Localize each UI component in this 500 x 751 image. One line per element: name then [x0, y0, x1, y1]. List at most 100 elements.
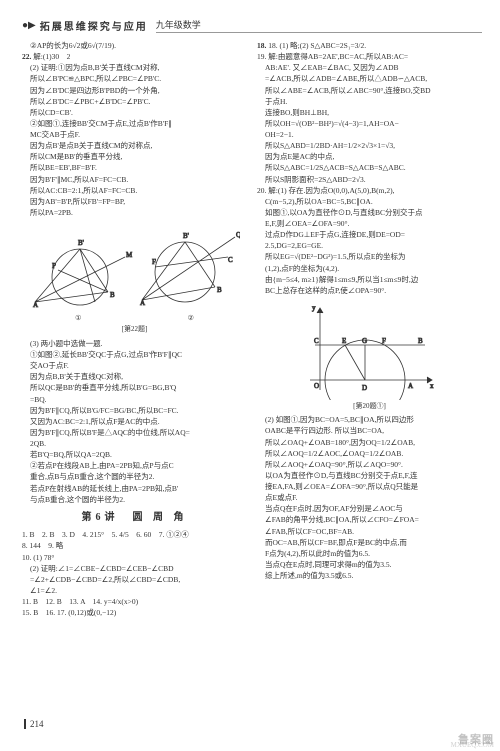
text-line: OABC是平行四边形. 所以当BC=OA, [257, 426, 482, 436]
text-line: 所以OH=√(OB²−BH²)=√(4−3)=1,AH=OA− [257, 119, 482, 129]
text-line: (2) 如图①,因为BC=OA=5,BC∥OA,所以四边形 [257, 415, 482, 425]
text-line: 因为点B'是点B关于直线CM的对称点, [22, 141, 247, 151]
svg-text:A: A [408, 382, 413, 390]
text-line: 所以S△ABC=1/2S△ACB=S△ACB=S△ABC. [257, 163, 482, 173]
svg-text:O: O [314, 382, 319, 390]
text-line: OH=2−1. [257, 130, 482, 140]
svg-text:G: G [362, 337, 367, 345]
answer-text: 解:(1)30 2 [33, 52, 70, 61]
svg-text:y: y [312, 304, 316, 312]
text-line: 于点H. [257, 97, 482, 107]
diagram-caption: [第22题] [22, 325, 247, 334]
text-line: 如图①,以OA为直径作⊙D,与直线BC分别交于点 [257, 208, 482, 218]
text-line: 与点B重合,这个圆的半径为2. [22, 495, 247, 505]
diagram-label-1: ① [75, 314, 81, 323]
text-line: 所以S△ABD=1/2BD·AH=1/2×2√3×1=√3, [257, 141, 482, 151]
text-line: 所以CD=CB'. [22, 108, 247, 118]
right-column: 18. 18. (1) 略;(2) S△ABC=2S₁=3/2. 19. 解:由… [257, 41, 482, 619]
svg-text:B': B' [183, 232, 189, 240]
left-column: ②AP的长为6√2或6√(7/19). 22. 解:(1)30 2 (2) 证明… [22, 41, 247, 619]
svg-text:F: F [152, 258, 156, 266]
svg-text:C: C [314, 337, 319, 345]
page-number: 214 [24, 719, 44, 729]
text-line: 所以∠ABE=∠ACB,所以∠ABC=90°,连接BO,交BD [257, 86, 482, 96]
svg-text:E: E [342, 337, 346, 345]
text-line: 而OC=AB,所以CF=BF,即点F是BC的中点,而 [257, 538, 482, 548]
text-line: =∠ACB,所以∠ADB=∠ABE,所以△ADB∽△ACB, [257, 74, 482, 84]
text-line: BC上总存在这样的点P,使∠OPA=90°. [257, 286, 482, 296]
text-line: ∠1=∠2. [22, 586, 247, 596]
header-subtitle: 九年级数学 [156, 18, 482, 33]
text-line: 因为AB'=B'P,所以FB'=FP=BP, [22, 197, 247, 207]
text-line: 19. 解:由题意得AB=2AE',BC=AC,所以AB:AC= [257, 52, 482, 62]
header-bullet: ●▶ [22, 20, 36, 31]
text-line: 综上所述,m的值为3.5或6.5. [257, 571, 482, 581]
svg-text:B: B [418, 337, 423, 345]
text-line: 当点Q在E点时,同理可求得m的值为3.5. [257, 560, 482, 570]
svg-text:A: A [33, 301, 38, 309]
svg-text:B': B' [78, 239, 84, 247]
text-line: (2) 证明:①因为点B,B'关于直线CM对称, [22, 63, 247, 73]
text-line: C(m−5,2),所以OA=BC=5,BC∥OA. [257, 197, 482, 207]
text-line: 因为∠B'DC是四边形B'PBD的一个外角, [22, 86, 247, 96]
diagram-label-2: ② [188, 314, 194, 323]
svg-text:F: F [382, 337, 386, 345]
text-line: 若点P在射线AB的延长线上,由PA=2PB知,点B' [22, 484, 247, 494]
page-header: ●▶ 拓展思维探究与应用 九年级数学 [22, 18, 482, 33]
text-line: 所以∠B'PC≌△BPC,所以∠PBC=∠PB'C. [22, 74, 247, 84]
text-line: ②AP的长为6√2或6√(7/19). [22, 41, 247, 51]
svg-text:Q: Q [236, 231, 240, 239]
text-line: 因为B'F'∥MC,所以AF=FC=CB. [22, 175, 247, 185]
text-line: 因为点B,B'关于直线QC对称, [22, 372, 247, 382]
text-line: 重合,点B与点B重合,这个圆的半径为2. [22, 472, 247, 482]
answer-row: 8. 144 9. 略 [22, 541, 247, 551]
text-line: 18. 18. (1) 略;(2) S△ABC=2S₁=3/2. [257, 41, 482, 51]
answer-text: 18. (1) 略;(2) S△ABC=2S₁=3/2. [268, 41, 366, 50]
q-num: 18. [257, 41, 266, 50]
text-line: ∠FAB的角平分线,BC∥OA,所以∠CFO=∠FOA= [257, 515, 482, 525]
text-line: 22. 解:(1)30 2 [22, 52, 247, 62]
answer-row: 10. (1) 78° [22, 553, 247, 563]
diagram-q22: A B' M B P A Q B B' C F [22, 222, 247, 335]
text-line: ②如图①,连接BB'交CM于点E,过点B'作B'F∥ [22, 119, 247, 129]
diagram-q20: y x O C E G F B D A [第20题①] [257, 300, 482, 411]
header-title: 拓展思维探究与应用 [40, 18, 148, 33]
text-line: (3) 两小题中选做一题. [22, 339, 247, 349]
text-line: 所以S阴影面积=2S△ABD=2√3. [257, 175, 482, 185]
text-line: F点为(4,2),所以此时m的值为6.5. [257, 549, 482, 559]
text-line: 连接BO,则BH⊥BH, [257, 108, 482, 118]
text-line: 点E或点F. [257, 493, 482, 503]
svg-text:B: B [110, 291, 115, 299]
svg-text:D: D [362, 384, 367, 392]
text-line: 因为B'F∥CQ,所以B'F是△AQC的中位线,所以AQ= [22, 428, 247, 438]
diagram-caption: [第20题①] [257, 402, 482, 411]
text-line: 所以EG=√(DE²−DG²)=1.5,所以点E的坐标为 [257, 252, 482, 262]
text-line: ①如图②,延长BB'交QC于点G,过点B'作B'F∥QC [22, 350, 247, 360]
text-line: 所以AC:CB=2:1,所以AF=FC=CB. [22, 186, 247, 196]
answer-row: 11. B 12. B 13. A 14. y=4/x(x>0) [22, 597, 247, 607]
svg-text:M: M [126, 251, 133, 259]
text-line: 过点D作DG⊥EF于点G,连接DE,则DE=OD= [257, 230, 482, 240]
section-title: 第6讲 圆 周 角 [22, 511, 247, 525]
text-line: 2QB. [22, 439, 247, 449]
text-line: 所以QC是BB'的垂直平分线,所以B'G=BG,B'Q [22, 383, 247, 393]
text-line: 20. 解:(1) 存在.因为点O(0,0),A(5,0),B(m,2), [257, 186, 482, 196]
text-line: (2) 证明:∠1=∠CBE−∠CBD=∠CEB−∠CBD [22, 564, 247, 574]
svg-text:A: A [140, 299, 145, 307]
text-line: 又因为AC:BC=2:1,所以点F是AC的中点. [22, 417, 247, 427]
text-line: 2.5,DG=2,EG=GE. [257, 241, 482, 251]
q-num: 22. [22, 52, 31, 61]
text-line: 所以∠OAQ+∠OAB=180°,因为OQ=1/2∠OAB, [257, 438, 482, 448]
watermark-url: MXUEQ.COM [451, 741, 494, 749]
text-line: 所以PA=2PB. [22, 208, 247, 218]
svg-text:B: B [217, 286, 222, 294]
text-line: =BQ. [22, 395, 247, 405]
text-line: 所以BE=EB',BF=B'F. [22, 163, 247, 173]
text-line: 因为B'F∥CQ,所以B'G/FC=BG/BC,所以BC=FC. [22, 406, 247, 416]
text-line: 所以CM是BB'的垂直平分线, [22, 152, 247, 162]
text-line: 由{m−5≤4, m≥1}解得1≤m≤9,所以当1≤m≤9时,边 [257, 275, 482, 285]
text-line: =∠2+∠CDB−∠CBD=∠2,所以∠CBD=∠CDB, [22, 575, 247, 585]
svg-text:x: x [430, 382, 434, 390]
text-line: ∠FAB,所以CF=OC,BF=AB. [257, 527, 482, 537]
text-line: 接EA,FA,则∠OEA=∠OFA=90°,所以点Q只能是 [257, 482, 482, 492]
